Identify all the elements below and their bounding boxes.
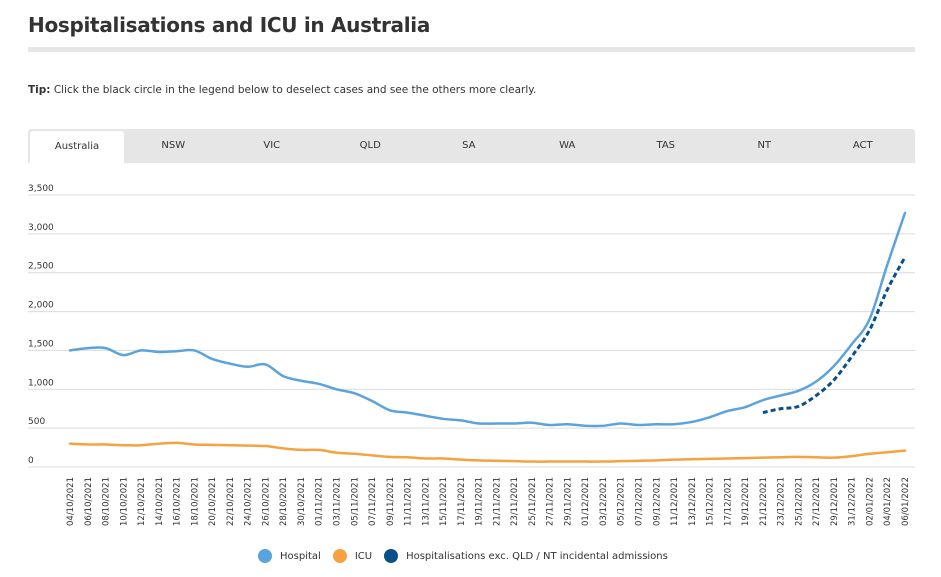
- tip-label: Tip:: [28, 84, 51, 96]
- x-tick-label: 06/01/2022: [901, 477, 911, 526]
- x-tick-label: 05/12/2021: [617, 477, 627, 526]
- x-tick-label: 15/12/2021: [706, 477, 716, 526]
- x-tick-label: 23/11/2021: [510, 477, 520, 526]
- x-tick-label: 21/12/2021: [759, 477, 769, 526]
- series-line-icu: [68, 441, 907, 463]
- x-tick-label: 27/12/2021: [812, 477, 822, 526]
- x-tick-label: 29/11/2021: [563, 477, 573, 526]
- legend-label-icu: ICU: [354, 550, 373, 562]
- x-tick-label: 03/12/2021: [599, 477, 609, 526]
- tip-text: Tip: Click the black circle in the legen…: [28, 84, 536, 96]
- hospital-exc-circle-icon[interactable]: [384, 549, 399, 563]
- x-tick-label: 26/10/2021: [261, 477, 271, 526]
- x-tick-label: 05/11/2021: [350, 477, 360, 526]
- y-axis-ticks: 0 500 1,000 1,500 2,000 2,500 3,000 3,500: [28, 184, 54, 466]
- x-axis-ticks: 04/10/2021 06/10/2021 08/10/2021 10/10/2021…: [66, 477, 911, 526]
- x-tick-label: 20/10/2021: [208, 477, 218, 526]
- x-tick-label: 09/11/2021: [386, 477, 396, 526]
- region-tabs: Australia NSW VIC QLD SA WA TAS NT ACT: [28, 129, 915, 163]
- x-tick-label: 12/10/2021: [137, 477, 147, 526]
- x-tick-label: 08/10/2021: [102, 477, 112, 526]
- x-tick-label: 01/11/2021: [315, 477, 325, 526]
- x-tick-label: 19/11/2021: [475, 477, 485, 526]
- x-tick-label: 27/11/2021: [546, 477, 556, 526]
- series-line-hospitalisations-exc-qld-nt-incidental-admissions: [762, 256, 907, 415]
- series-line-hospital: [68, 211, 907, 428]
- x-tick-label: 23/12/2021: [777, 477, 787, 526]
- legend-item-hospital[interactable]: Hospital: [258, 549, 321, 563]
- x-tick-label: 09/12/2021: [652, 477, 662, 526]
- x-tick-label: 25/12/2021: [794, 477, 804, 526]
- y-tick-label: 1,500: [28, 339, 54, 349]
- title-divider: [28, 47, 915, 52]
- x-tick-label: 13/11/2021: [421, 477, 431, 526]
- x-tick-label: 03/11/2021: [332, 477, 342, 526]
- x-tick-label: 16/10/2021: [173, 477, 183, 526]
- page-title: Hospitalisations and ICU in Australia: [28, 13, 431, 37]
- y-tick-label: 2,000: [28, 301, 54, 311]
- tip-body: Click the black circle in the legend bel…: [50, 84, 537, 96]
- tab-qld[interactable]: QLD: [359, 140, 381, 151]
- icu-circle-icon[interactable]: [332, 549, 347, 563]
- y-tick-label: 500: [28, 417, 45, 427]
- y-tick-label: 0: [28, 456, 34, 466]
- tab-vic[interactable]: VIC: [263, 140, 281, 151]
- tab-wa[interactable]: WA: [559, 140, 576, 151]
- x-tick-label: 28/10/2021: [279, 477, 289, 526]
- y-tick-label: 3,500: [28, 184, 54, 194]
- legend-label-hospital: Hospital: [280, 550, 321, 562]
- grid-lines: [28, 194, 915, 468]
- x-tick-label: 13/12/2021: [688, 477, 698, 526]
- x-tick-label: 17/11/2021: [457, 477, 467, 526]
- legend: Hospital ICU Hospitalisations exc. QLD /…: [258, 549, 680, 563]
- x-tick-label: 21/11/2021: [492, 477, 502, 526]
- x-tick-label: 31/12/2021: [848, 477, 858, 526]
- hospital-circle-icon[interactable]: [258, 549, 272, 563]
- tab-nsw[interactable]: NSW: [161, 140, 186, 151]
- tab-act[interactable]: ACT: [852, 140, 873, 151]
- x-tick-label: 19/12/2021: [741, 477, 751, 526]
- y-tick-label: 1,000: [28, 378, 54, 388]
- tab-sa[interactable]: SA: [462, 140, 476, 151]
- x-tick-label: 29/12/2021: [830, 477, 840, 526]
- x-tick-label: 01/12/2021: [581, 477, 591, 526]
- x-tick-label: 25/11/2021: [528, 477, 538, 526]
- line-chart: 0 500 1,000 1,500 2,000 2,500 3,000 3,500 04/10…: [28, 184, 915, 526]
- x-tick-label: 15/11/2021: [439, 477, 449, 526]
- x-tick-label: 07/11/2021: [368, 477, 378, 526]
- x-tick-label: 10/10/2021: [119, 477, 129, 526]
- x-tick-label: 22/10/2021: [226, 477, 236, 526]
- x-tick-label: 14/10/2021: [155, 477, 165, 526]
- legend-label-hospital-exc-incidental: Hospitalisations exc. QLD / NT incidenta…: [406, 550, 668, 562]
- x-tick-label: 24/10/2021: [244, 477, 254, 526]
- x-tick-label: 02/01/2022: [865, 477, 875, 526]
- x-tick-label: 11/12/2021: [670, 477, 680, 526]
- tab-nt[interactable]: NT: [757, 140, 772, 151]
- series-lines: [68, 211, 907, 463]
- x-tick-label: 18/10/2021: [190, 477, 200, 526]
- x-tick-label: 07/12/2021: [635, 477, 645, 526]
- x-tick-label: 04/01/2022: [883, 477, 893, 526]
- y-tick-label: 3,000: [28, 223, 54, 233]
- legend-item-icu[interactable]: ICU: [332, 549, 373, 563]
- legend-item-hospital-exc-incidental[interactable]: Hospitalisations exc. QLD / NT incidenta…: [384, 549, 668, 563]
- x-tick-label: 06/10/2021: [84, 477, 94, 526]
- y-tick-label: 2,500: [28, 262, 54, 272]
- tab-tas[interactable]: TAS: [656, 140, 676, 151]
- x-tick-label: 30/10/2021: [297, 477, 307, 526]
- x-tick-label: 17/12/2021: [723, 477, 733, 526]
- x-tick-label: 11/11/2021: [404, 477, 414, 526]
- tab-australia[interactable]: Australia: [30, 131, 124, 163]
- x-tick-label: 04/10/2021: [66, 477, 76, 526]
